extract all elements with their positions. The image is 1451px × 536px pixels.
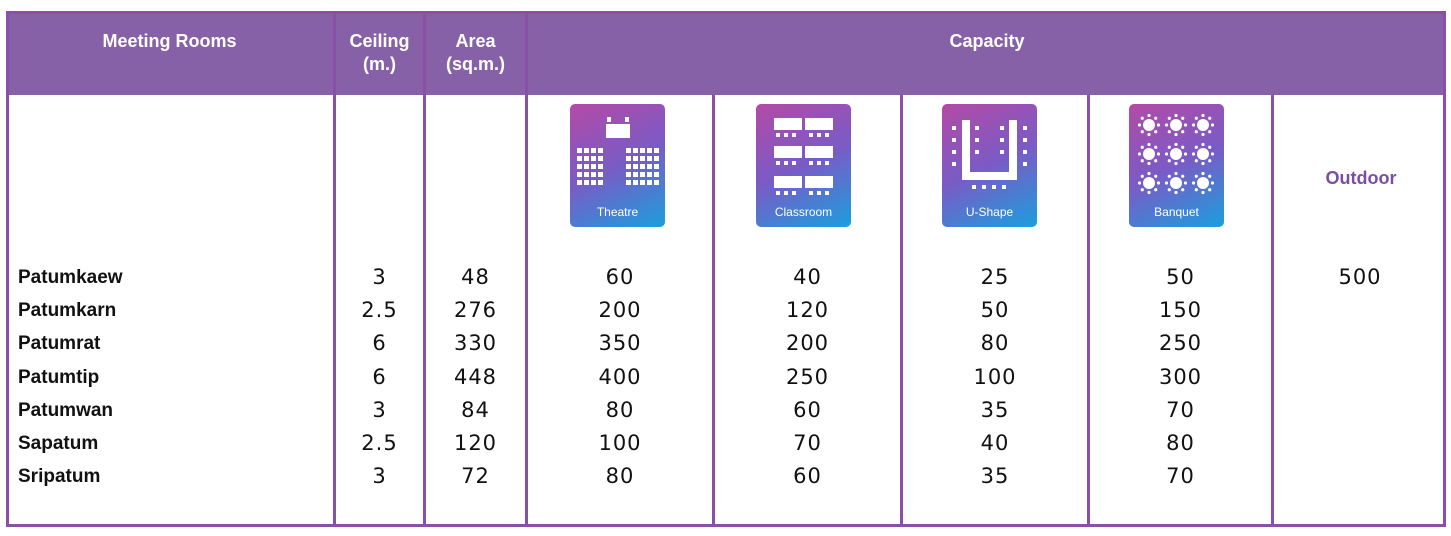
cell-banquet: 70: [1166, 397, 1195, 422]
cell-classroom: 40: [793, 265, 822, 289]
column-divider: [1271, 95, 1274, 527]
u-shape-layout-icon: U-Shape: [942, 104, 1037, 227]
table-frame: [6, 11, 1446, 527]
u-shape-label: U-Shape: [965, 205, 1014, 219]
table-row: Patumkarn 2.5 276 200 120 50 150: [0, 294, 1451, 327]
header-area: Area (sq.m.): [426, 30, 525, 76]
cell-banquet: 50: [1166, 265, 1195, 289]
cell-area: 120: [453, 431, 498, 455]
cell-ushape: 25: [980, 265, 1010, 289]
cell-banquet: 70: [1166, 464, 1195, 489]
header-area-line2: (sq.m.): [445, 54, 505, 74]
column-divider: [712, 95, 715, 527]
cell-ushape: 80: [980, 331, 1010, 356]
cell-classroom: 70: [793, 431, 822, 455]
table-row: Patumkaew 3 48 60 40 25 50 500: [0, 261, 1451, 294]
cell-theatre: 400: [598, 364, 642, 389]
classroom-layout-icon: Classroom: [756, 104, 851, 227]
table-row: Patumrat 6 330 350 200 80 250: [0, 327, 1451, 360]
cell-ushape: 40: [980, 431, 1010, 455]
cell-name: Sapatum: [18, 433, 99, 454]
cell-theatre: 80: [605, 464, 635, 489]
cell-area: 330: [453, 331, 498, 356]
cell-area: 48: [461, 265, 490, 289]
cell-ceiling: 2.5: [361, 298, 398, 323]
cell-name: Patumrat: [18, 333, 101, 355]
cell-classroom: 60: [793, 397, 822, 422]
classroom-label: Classroom: [774, 205, 833, 219]
header-ceiling-line2: (m.): [363, 54, 396, 74]
cell-ceiling: 2.5: [361, 431, 398, 455]
cell-classroom: 60: [793, 464, 822, 489]
column-divider: [525, 11, 528, 527]
banquet-layout-icon: Banquet: [1129, 104, 1224, 227]
header-ceiling: Ceiling (m.): [336, 30, 423, 76]
table-row: Patumwan 3 84 80 60 35 70: [0, 394, 1451, 427]
cell-area: 72: [461, 464, 490, 489]
cell-ceiling: 3: [372, 397, 387, 422]
header-meeting-rooms: Meeting Rooms: [102, 31, 237, 51]
cell-ushape: 35: [980, 397, 1010, 422]
cell-classroom: 250: [785, 364, 830, 389]
cell-name: Patumkarn: [18, 300, 117, 322]
theatre-label: Theatre: [596, 205, 639, 219]
cell-ushape: 100: [973, 364, 1017, 389]
cell-area: 448: [453, 364, 498, 389]
outdoor-header: Outdoor: [1325, 168, 1397, 188]
cell-banquet: 300: [1158, 364, 1203, 389]
cell-name: Patumwan: [18, 399, 114, 421]
cell-classroom: 200: [785, 331, 830, 356]
banquet-label: Banquet: [1154, 205, 1199, 219]
cell-classroom: 120: [785, 298, 830, 323]
table-header: [6, 11, 1446, 95]
cell-ushape: 50: [980, 298, 1010, 323]
cell-ceiling: 3: [372, 265, 387, 289]
cell-ceiling: 6: [372, 364, 387, 389]
header-area-line1: Area: [455, 31, 496, 51]
cell-ceiling: 6: [372, 331, 387, 356]
column-divider: [333, 11, 336, 527]
cell-outdoor: 500: [1338, 265, 1382, 289]
cell-name: Patumtip: [18, 366, 100, 388]
theatre-layout-icon: Theatre: [570, 104, 665, 227]
header-ceiling-line1: Ceiling: [349, 31, 410, 51]
cell-banquet: 250: [1158, 331, 1203, 356]
cell-theatre: 60: [605, 265, 635, 289]
header-capacity: Capacity: [949, 31, 1025, 51]
cell-theatre: 350: [598, 331, 642, 356]
cell-theatre: 80: [605, 397, 635, 422]
table-row: Sripatum 3 72 80 60 35 70: [0, 460, 1451, 493]
column-divider: [423, 11, 426, 527]
cell-theatre: 100: [598, 431, 642, 455]
table-row: Sapatum 2.5 120 100 70 40 80: [0, 427, 1451, 460]
cell-area: 84: [461, 397, 490, 422]
column-divider: [900, 95, 903, 527]
cell-banquet: 150: [1158, 298, 1203, 323]
cell-name: Patumkaew: [18, 267, 123, 288]
column-divider: [1087, 95, 1090, 527]
cell-ushape: 35: [980, 464, 1010, 489]
cell-ceiling: 3: [372, 464, 387, 489]
cell-name: Sripatum: [18, 466, 101, 488]
cell-theatre: 200: [598, 298, 642, 323]
cell-banquet: 80: [1166, 431, 1195, 455]
cell-area: 276: [453, 298, 498, 323]
table-row: Patumtip 6 448 400 250 100 300: [0, 361, 1451, 394]
